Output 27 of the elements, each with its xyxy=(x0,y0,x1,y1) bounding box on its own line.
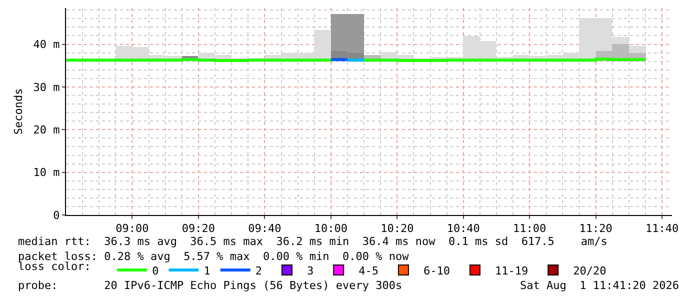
y-tick-label: 40 m xyxy=(33,38,60,52)
y-tick-label: 30 m xyxy=(33,80,60,94)
legend-label: 1 xyxy=(204,264,210,278)
y-tick-label: 10 m xyxy=(33,166,60,180)
x-tick-label: 11:00 xyxy=(513,222,546,236)
x-tick-label: 10:20 xyxy=(380,222,414,236)
text: median rtt: 36.3 ms avg 36.5 ms max 36.2 ms min 36.4 ms now 0.1 ms sd 617.5 am/s xyxy=(18,235,608,248)
x-tick-label: 10:40 xyxy=(446,222,480,236)
text: packet loss: 0.28 % avg 5.57 % max 0.00 % min 0.00 % now xyxy=(18,250,410,263)
legend-label: 20/20 xyxy=(573,264,606,278)
y-tick-label: 0 xyxy=(53,208,60,222)
text: probe: 20 IPv6-ICMP Echo Pings (56 Bytes) every 300s xyxy=(18,279,402,292)
y-tick-label: 20 m xyxy=(33,123,60,136)
legend-label: 2 xyxy=(255,264,262,278)
legend-label: 6-10 xyxy=(423,264,450,278)
x-tick-label: 09:20 xyxy=(182,222,216,236)
legend-label: 4-5 xyxy=(358,264,378,278)
legend-label: 11-19 xyxy=(494,264,528,278)
x-tick-label: 09:40 xyxy=(248,222,282,236)
x-tick-label: 11:20 xyxy=(579,222,612,236)
x-tick-label: 09:00 xyxy=(116,222,149,236)
x-tick-label: 11:40 xyxy=(646,222,679,236)
x-tick-label: 10:00 xyxy=(314,222,348,236)
text: Sat Aug 1 11:41:20 2026 xyxy=(520,279,679,292)
y-axis-title: Seconds xyxy=(12,88,25,135)
legend-label: 0 xyxy=(152,264,159,278)
legend-label: 3 xyxy=(306,264,314,278)
